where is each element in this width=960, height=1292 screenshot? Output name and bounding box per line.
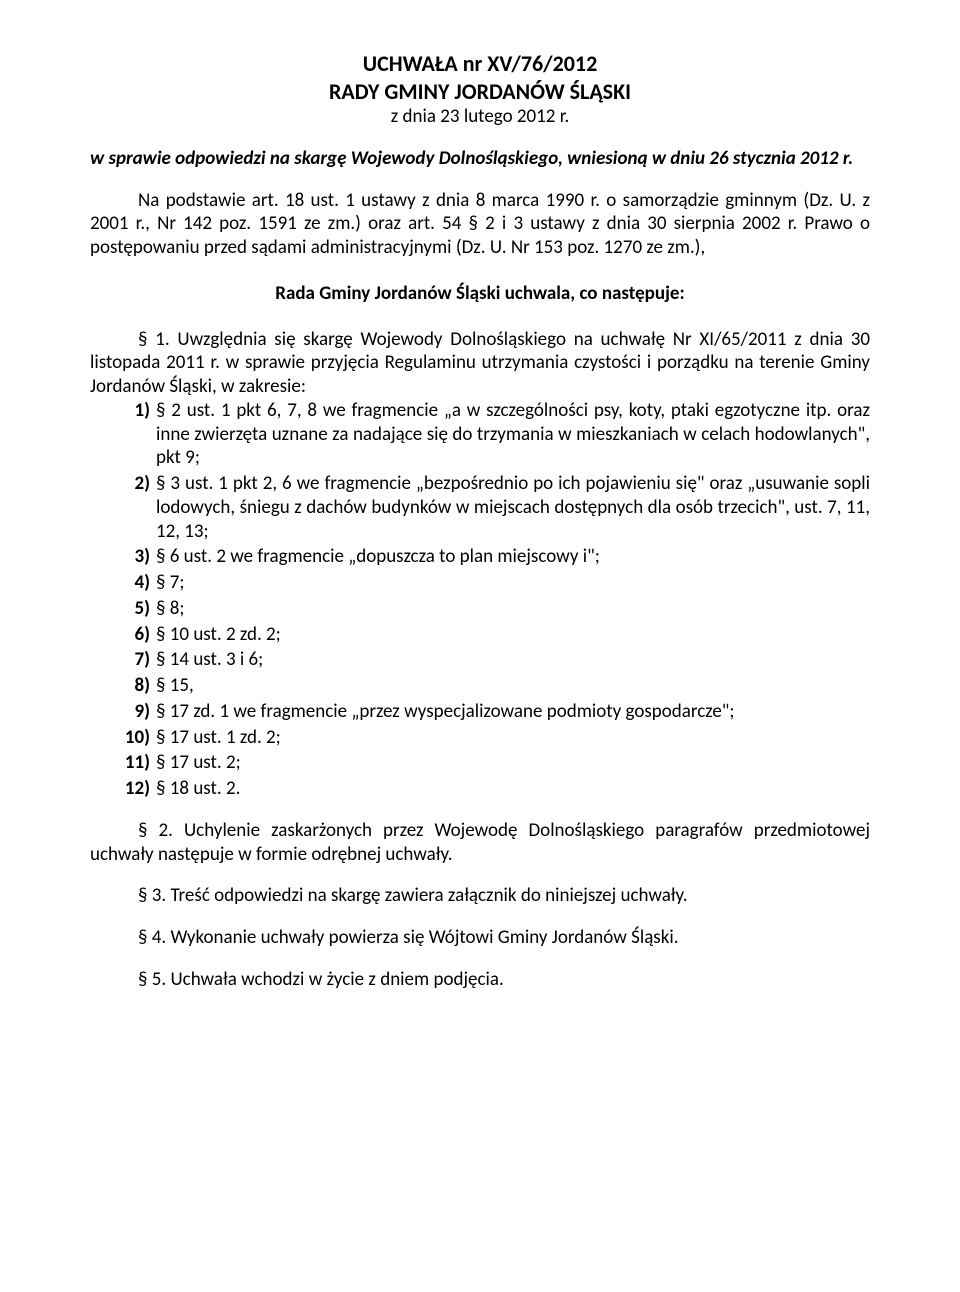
list-item-text: § 6 ust. 2 we fragmencie „dopuszcza to p… bbox=[156, 545, 600, 568]
list-item-number: 6) bbox=[110, 623, 150, 647]
list-item-text: § 7; bbox=[156, 571, 184, 594]
list-item-number: 4) bbox=[110, 571, 150, 595]
title-line-2: RADY GMINY JORDANÓW ŚLĄSKI bbox=[90, 78, 870, 106]
legal-basis-text: Na podstawie art. 18 ust. 1 ustawy z dni… bbox=[90, 189, 870, 260]
list-item-number: 3) bbox=[110, 545, 150, 569]
legal-basis: Na podstawie art. 18 ust. 1 ustawy z dni… bbox=[90, 189, 870, 260]
list-item-text: § 3 ust. 1 pkt 2, 6 we fragmencie „bezpo… bbox=[156, 472, 870, 543]
subject-line: w sprawie odpowiedzi na skargę Wojewody … bbox=[90, 147, 870, 171]
list-item: 6)§ 10 ust. 2 zd. 2; bbox=[156, 623, 870, 647]
list-item-text: § 8; bbox=[156, 597, 184, 620]
list-item-text: § 17 ust. 2; bbox=[156, 751, 241, 774]
list-item-text: § 14 ust. 3 i 6; bbox=[156, 648, 263, 671]
section-1-list: 1)§ 2 ust. 1 pkt 6, 7, 8 we fragmencie „… bbox=[90, 399, 870, 801]
list-item-number: 7) bbox=[110, 648, 150, 672]
title-line-1: UCHWAŁA nr XV/76/2012 bbox=[90, 50, 870, 78]
list-item-text: § 2 ust. 1 pkt 6, 7, 8 we fragmencie „a … bbox=[156, 399, 870, 470]
list-item: 3)§ 6 ust. 2 we fragmencie „dopuszcza to… bbox=[156, 545, 870, 569]
section-1-intro-text: § 1. Uwzględnia się skargę Wojewody Doln… bbox=[90, 328, 870, 399]
resolution-heading: Rada Gminy Jordanów Śląski uchwala, co n… bbox=[90, 282, 870, 306]
section-4-text: § 4. Wykonanie uchwały powierza się Wójt… bbox=[138, 926, 679, 949]
list-item-number: 12) bbox=[110, 777, 150, 801]
list-item: 1)§ 2 ust. 1 pkt 6, 7, 8 we fragmencie „… bbox=[156, 399, 870, 470]
list-item-number: 10) bbox=[110, 726, 150, 750]
list-item-number: 9) bbox=[110, 700, 150, 724]
section-4: § 4. Wykonanie uchwały powierza się Wójt… bbox=[90, 926, 870, 950]
list-item: 4)§ 7; bbox=[156, 571, 870, 595]
list-item: 7)§ 14 ust. 3 i 6; bbox=[156, 648, 870, 672]
list-item: 8)§ 15, bbox=[156, 674, 870, 698]
list-item-text: § 17 zd. 1 we fragmencie „przez wyspecja… bbox=[156, 700, 734, 723]
list-item: 9)§ 17 zd. 1 we fragmencie „przez wyspec… bbox=[156, 700, 870, 724]
list-item-number: 2) bbox=[110, 472, 150, 496]
section-3-text: § 3. Treść odpowiedzi na skargę zawiera … bbox=[138, 884, 688, 907]
section-3: § 3. Treść odpowiedzi na skargę zawiera … bbox=[90, 884, 870, 908]
document-page: UCHWAŁA nr XV/76/2012 RADY GMINY JORDANÓ… bbox=[0, 0, 960, 1292]
list-item: 11)§ 17 ust. 2; bbox=[156, 751, 870, 775]
list-item-text: § 10 ust. 2 zd. 2; bbox=[156, 623, 281, 646]
list-item-number: 8) bbox=[110, 674, 150, 698]
section-1-intro: § 1. Uwzględnia się skargę Wojewody Doln… bbox=[90, 328, 870, 399]
list-item: 10)§ 17 ust. 1 zd. 2; bbox=[156, 726, 870, 750]
list-item: 2)§ 3 ust. 1 pkt 2, 6 we fragmencie „bez… bbox=[156, 472, 870, 543]
list-item-text: § 17 ust. 1 zd. 2; bbox=[156, 726, 281, 749]
list-item-number: 11) bbox=[110, 751, 150, 775]
section-2: § 2. Uchylenie zaskarżonych przez Wojewo… bbox=[90, 819, 870, 867]
list-item-number: 5) bbox=[110, 597, 150, 621]
list-item: 12)§ 18 ust. 2. bbox=[156, 777, 870, 801]
list-item-text: § 15, bbox=[156, 674, 194, 697]
list-item: 5)§ 8; bbox=[156, 597, 870, 621]
list-item-text: § 18 ust. 2. bbox=[156, 777, 240, 800]
list-item-number: 1) bbox=[110, 399, 150, 423]
section-5: § 5. Uchwała wchodzi w życie z dniem pod… bbox=[90, 968, 870, 992]
header-block: UCHWAŁA nr XV/76/2012 RADY GMINY JORDANÓ… bbox=[90, 50, 870, 129]
section-5-text: § 5. Uchwała wchodzi w życie z dniem pod… bbox=[138, 968, 504, 991]
section-2-text: § 2. Uchylenie zaskarżonych przez Wojewo… bbox=[90, 819, 870, 866]
date-line: z dnia 23 lutego 2012 r. bbox=[90, 105, 870, 129]
